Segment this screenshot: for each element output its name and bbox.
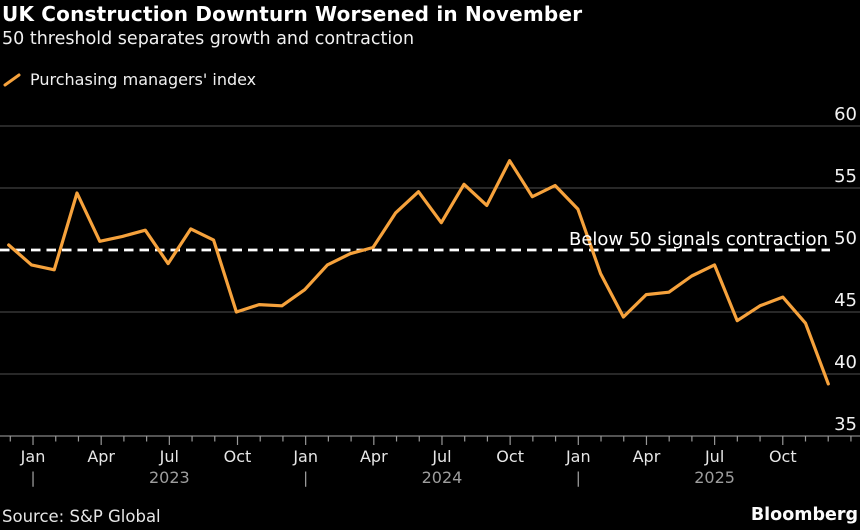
chart-subtitle: 50 threshold separates growth and contra… — [2, 29, 415, 49]
x-axis-label: Jan — [565, 447, 591, 466]
x-axis-label: Jul — [704, 447, 724, 466]
pmi-line-group — [7, 159, 830, 386]
year-label: 2024 — [422, 468, 463, 487]
gridlines — [0, 125, 860, 437]
y-axis-label-45: 45 — [834, 290, 857, 311]
x-axis-label: Apr — [633, 447, 661, 466]
page-title: UK Construction Downturn Worsened in Nov… — [2, 2, 583, 26]
x-axis-label: Jan — [20, 447, 46, 466]
x-axis-label: Oct — [224, 447, 252, 466]
line-swatch-icon — [3, 73, 21, 86]
year-separator: | — [576, 469, 581, 487]
year-label: 2023 — [149, 468, 190, 487]
pmi-line — [7, 159, 830, 386]
year-separator: | — [30, 469, 35, 487]
source-label: Source: S&P Global — [2, 507, 161, 526]
y-axis-labels: 35 40 45 50 55 60 — [834, 104, 857, 435]
threshold-annotation: Below 50 signals contraction — [569, 229, 828, 250]
y-axis-label-50: 50 — [834, 228, 857, 249]
bloomberg-logo: Bloomberg — [750, 505, 858, 525]
year-label: 2025 — [694, 468, 735, 487]
x-axis-label: Oct — [769, 447, 797, 466]
x-axis-label: Jul — [159, 447, 179, 466]
x-axis-label: Jul — [431, 447, 451, 466]
year-separator: | — [303, 469, 308, 487]
x-axis-label: Jan — [292, 447, 318, 466]
x-axis-label: Apr — [87, 447, 115, 466]
y-axis-label-60: 60 — [834, 104, 857, 125]
legend: Purchasing managers' index — [3, 70, 256, 89]
x-axis-label: Apr — [360, 447, 388, 466]
y-axis-label-40: 40 — [834, 352, 857, 373]
legend-label: Purchasing managers' index — [30, 70, 257, 89]
y-axis-label-35: 35 — [834, 414, 857, 435]
y-axis-label-55: 55 — [834, 166, 857, 187]
x-axis-label: Oct — [496, 447, 524, 466]
x-axis: Jan Apr Jul Oct Jan Apr Jul Oct Jan Apr Jul Oct | 202… — [9, 436, 852, 487]
